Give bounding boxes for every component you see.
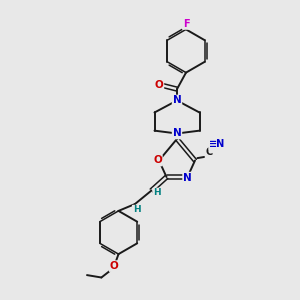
Text: C: C (206, 147, 213, 158)
Text: F: F (183, 19, 189, 29)
Text: O: O (110, 261, 118, 271)
Text: N: N (172, 95, 182, 106)
Text: H: H (133, 206, 140, 214)
Text: N: N (183, 172, 192, 183)
Text: N: N (172, 128, 182, 139)
Text: O: O (153, 155, 162, 166)
Text: O: O (154, 80, 164, 90)
Text: H: H (153, 188, 161, 197)
Text: ≡N: ≡N (209, 139, 225, 149)
